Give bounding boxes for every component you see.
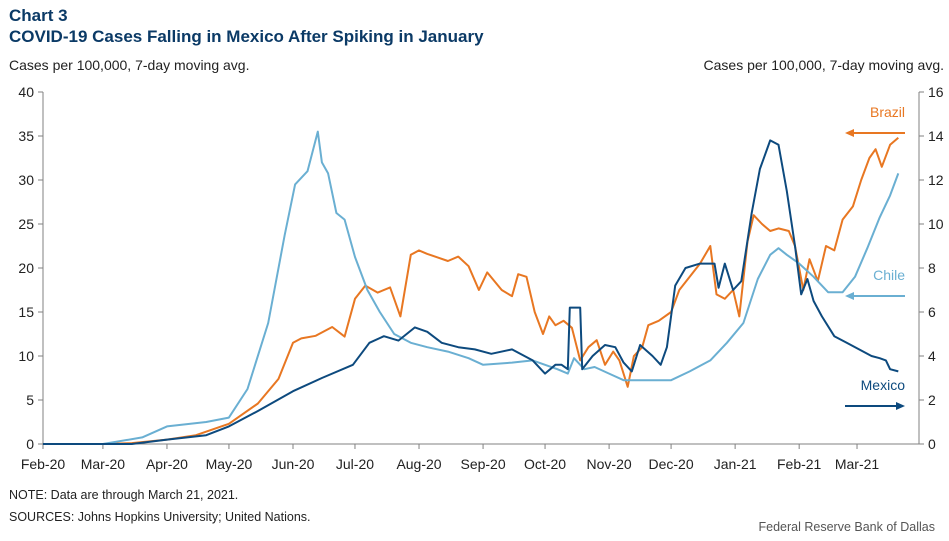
left-tick-label: 10 [18, 348, 34, 364]
x-tick-label: Jun-20 [272, 456, 315, 472]
chart-axes: 0 5 10 15 20 25 30 35 40 0 2 4 6 8 10 12 14 16 Feb-20 Mar-2… [18, 84, 943, 472]
left-tick-label: 20 [18, 260, 34, 276]
left-tick-label: 15 [18, 304, 34, 320]
legend-label-chile: Chile [873, 267, 905, 283]
x-tick-label: Oct-20 [524, 456, 566, 472]
left-tick-label: 30 [18, 172, 34, 188]
x-tick-label: Mar-20 [81, 456, 126, 472]
right-tick-label: 14 [928, 128, 944, 144]
left-axis-title: Cases per 100,000, 7-day moving avg. [9, 57, 250, 73]
legend-arrowhead-brazil [845, 129, 854, 137]
left-tick-label: 5 [26, 392, 34, 408]
right-tick-label: 0 [928, 436, 936, 452]
left-tick-label: 35 [18, 128, 34, 144]
x-tick-label: Jul-20 [336, 456, 374, 472]
footnote: NOTE: Data are through March 21, 2021. [9, 488, 239, 502]
left-tick-label: 25 [18, 216, 34, 232]
left-tick-label: 40 [18, 84, 34, 100]
chart-legend: Brazil Chile Mexico [845, 104, 905, 410]
x-tick-label: Dec-20 [649, 456, 694, 472]
right-tick-label: 4 [928, 348, 936, 364]
legend-arrowhead-chile [845, 292, 854, 300]
legend-label-mexico: Mexico [861, 377, 906, 393]
x-tick-label: Sep-20 [460, 456, 505, 472]
sources-note: SOURCES: Johns Hopkins University; Unite… [9, 510, 311, 524]
right-tick-label: 8 [928, 260, 936, 276]
x-tick-label: Mar-21 [835, 456, 880, 472]
right-axis-title: Cases per 100,000, 7-day moving avg. [703, 57, 944, 73]
right-tick-label: 6 [928, 304, 936, 320]
chart-series [43, 130, 900, 445]
chart-title: COVID-19 Cases Falling in Mexico After S… [9, 27, 484, 46]
series-line-chile [43, 130, 900, 445]
series-line-mexico [43, 139, 899, 445]
x-tick-label: Aug-20 [396, 456, 441, 472]
right-tick-label: 12 [928, 172, 944, 188]
left-tick-label: 0 [26, 436, 34, 452]
legend-arrowhead-mexico [896, 402, 905, 410]
series-line-brazil [43, 137, 899, 445]
right-tick-label: 2 [928, 392, 936, 408]
x-tick-label: Nov-20 [587, 456, 632, 472]
chart-number: Chart 3 [9, 6, 68, 25]
x-tick-label: Feb-20 [21, 456, 66, 472]
x-tick-label: Feb-21 [777, 456, 822, 472]
right-tick-label: 10 [928, 216, 944, 232]
right-tick-label: 16 [928, 84, 944, 100]
x-tick-label: May-20 [206, 456, 253, 472]
x-tick-label: Jan-21 [714, 456, 757, 472]
legend-label-brazil: Brazil [870, 104, 905, 120]
credit-line: Federal Reserve Bank of Dallas [758, 520, 935, 534]
x-tick-label: Apr-20 [146, 456, 188, 472]
